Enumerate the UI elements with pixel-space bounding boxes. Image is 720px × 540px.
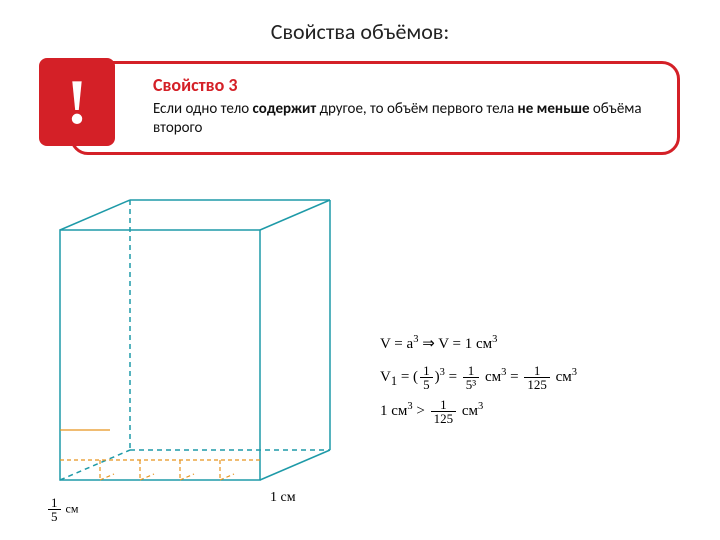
property-heading: Свойство 3 (153, 74, 659, 96)
formula-line-1: V = a3 ⇒ V = 1 см3 (380, 330, 700, 359)
label-onefifth: 15 см (46, 496, 78, 523)
formula-line-2: V1 = (15)3 = 15³ см3 = 1125 см3 (380, 363, 700, 394)
page-title: Свойства объёмов: (0, 0, 720, 53)
label-1cm: 1 см (270, 490, 296, 506)
cube-figure: 1 см 15 см (40, 200, 390, 520)
formula-line-3: 1 см3 > 1125 см3 (380, 397, 700, 426)
exclamation-glyph: ! (66, 70, 87, 134)
property-text: Если одно тело содержит другое, то объём… (153, 100, 659, 138)
property-callout: ! Свойство 3 Если одно тело содержит дру… (70, 61, 680, 155)
formulas: V = a3 ⇒ V = 1 см3 V1 = (15)3 = 15³ см3 … (380, 330, 700, 430)
exclamation-icon: ! (39, 58, 115, 146)
